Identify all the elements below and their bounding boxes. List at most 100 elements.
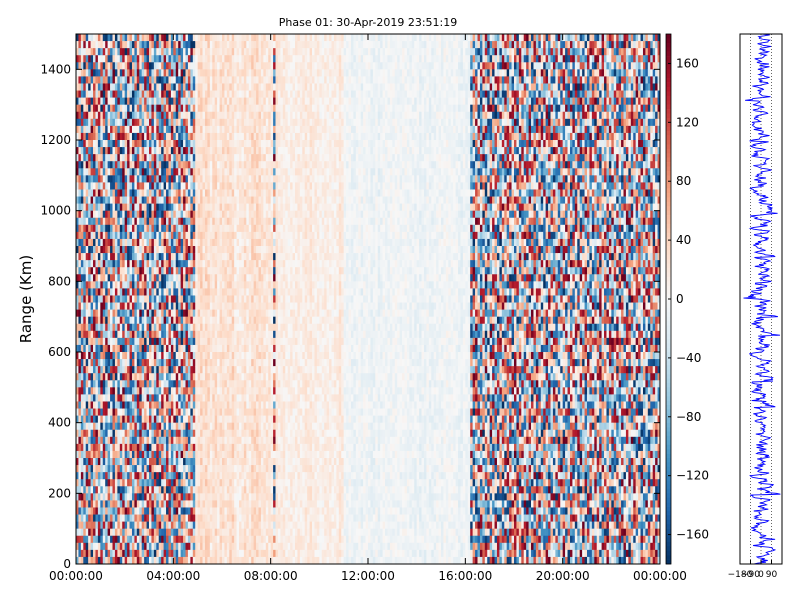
heatmap-cell [175, 528, 179, 537]
heatmap-cell [190, 34, 194, 42]
heatmap-cell [144, 203, 147, 211]
heatmap-cell [105, 76, 108, 84]
heatmap-cell [122, 97, 125, 105]
heatmap-cell [83, 48, 87, 56]
heatmap-cell [134, 69, 138, 77]
heatmap-cell [197, 535, 201, 544]
heatmap-cell [170, 253, 174, 261]
heatmap-cell [151, 260, 155, 268]
heatmap-cell [226, 549, 230, 558]
heatmap-cell [78, 535, 82, 544]
heatmap-cell [78, 295, 82, 303]
heatmap-cell [117, 288, 121, 296]
heatmap-cell [93, 380, 96, 388]
heatmap-cell [209, 309, 213, 317]
heatmap-cell [83, 231, 87, 240]
heatmap-cell [231, 203, 235, 211]
heatmap-cell [166, 182, 169, 190]
heatmap-cell [139, 267, 142, 275]
heatmap-cell [124, 387, 128, 395]
heatmap-cell [229, 41, 233, 49]
heatmap-cell [112, 281, 116, 289]
heatmap-cell [234, 69, 237, 77]
heatmap-cell [78, 189, 82, 197]
heatmap-cell [207, 401, 211, 409]
heatmap-cell [119, 458, 123, 466]
heatmap-cell [190, 76, 194, 84]
heatmap-cell [161, 210, 164, 219]
heatmap-cell [192, 90, 196, 98]
heatmap-cell [144, 217, 147, 226]
heatmap-cell [112, 90, 116, 98]
heatmap-cell [102, 556, 106, 565]
heatmap-cell [119, 436, 123, 445]
heatmap-cell [217, 458, 220, 466]
heatmap-cell [129, 415, 133, 423]
heatmap-cell [224, 359, 228, 367]
heatmap-cell [200, 281, 203, 289]
heatmap-cell [224, 34, 228, 42]
heatmap-cell [134, 288, 138, 296]
heatmap-cell [183, 161, 186, 169]
heatmap-cell [185, 387, 189, 395]
heatmap-cell [85, 359, 89, 367]
heatmap-cell [190, 500, 194, 508]
heatmap-cell [168, 55, 172, 63]
heatmap-cell [202, 323, 206, 332]
heatmap-cell [163, 422, 167, 431]
heatmap-cell [190, 295, 194, 303]
heatmap-cell [90, 224, 94, 233]
heatmap-cell [122, 465, 125, 473]
heatmap-cell [222, 104, 225, 113]
heatmap-cell [234, 132, 237, 141]
heatmap-cell [170, 450, 174, 459]
heatmap-cell [183, 415, 186, 423]
heatmap-cell [156, 394, 160, 402]
heatmap-cell [214, 48, 218, 56]
heatmap-cell [127, 479, 130, 487]
heatmap-cell [119, 373, 123, 381]
heatmap-cell [90, 182, 94, 190]
heatmap-cell [187, 97, 191, 105]
heatmap-cell [151, 429, 155, 438]
heatmap-cell [136, 373, 140, 381]
heatmap-cell [219, 34, 223, 42]
heatmap-cell [76, 140, 79, 148]
heatmap-cell [158, 104, 162, 113]
heatmap-cell [119, 281, 123, 289]
heatmap-cell [202, 154, 206, 162]
heatmap-cell [226, 429, 230, 438]
heatmap-cell [236, 316, 240, 325]
heatmap-cell [161, 288, 164, 296]
heatmap-cell [105, 493, 108, 501]
heatmap-cell [163, 48, 167, 56]
heatmap-cell [161, 154, 164, 162]
heatmap-cell [144, 69, 147, 77]
heatmap-cell [187, 132, 191, 141]
heatmap-cell [207, 189, 211, 197]
heatmap-cell [163, 274, 167, 282]
heatmap-cell [212, 147, 215, 155]
heatmap-cell [217, 253, 220, 261]
heatmap-cell [76, 182, 79, 190]
heatmap-cell [197, 521, 201, 529]
heatmap-cell [102, 366, 106, 374]
heatmap-cell [131, 83, 135, 91]
heatmap-cell [80, 486, 84, 494]
heatmap-cell [224, 387, 228, 395]
heatmap-cell [222, 380, 225, 388]
heatmap-cell [158, 62, 162, 70]
heatmap-cell [204, 260, 208, 268]
heatmap-cell [124, 408, 128, 416]
heatmap-cell [122, 175, 125, 183]
heatmap-cell [204, 514, 208, 522]
heatmap-cell [97, 422, 101, 431]
heatmap-cell [234, 246, 237, 254]
heatmap-cell [85, 408, 89, 416]
heatmap-cell [229, 479, 233, 487]
heatmap-cell [222, 542, 225, 551]
heatmap-cell [117, 549, 121, 558]
heatmap-cell [187, 168, 191, 176]
heatmap-cell [214, 175, 218, 183]
heatmap-cell [163, 535, 167, 544]
